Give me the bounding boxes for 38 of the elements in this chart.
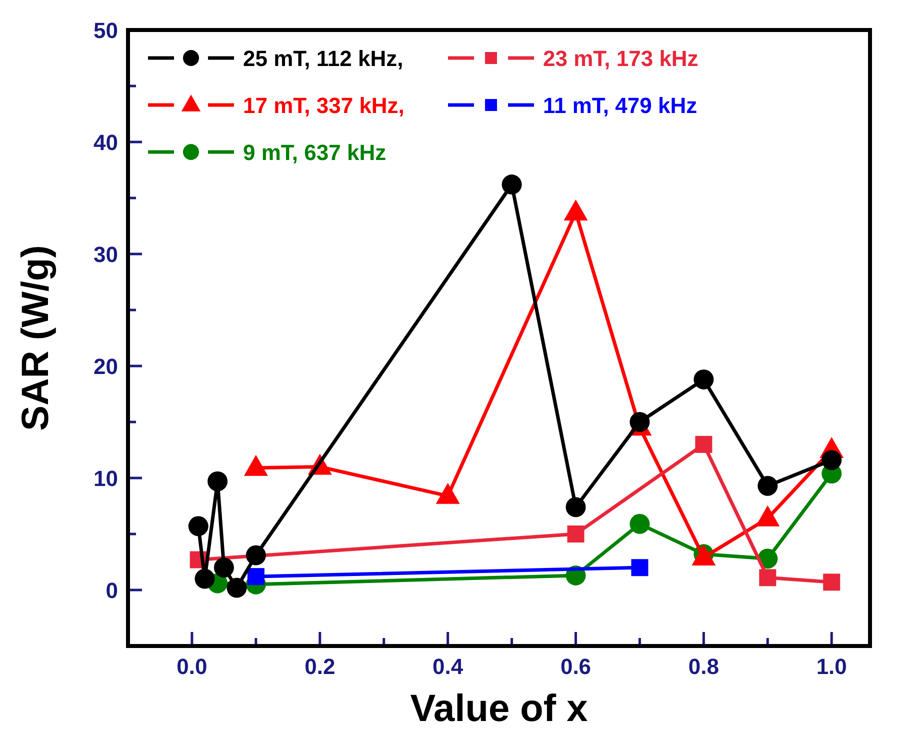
x-tick-label: 1.0 [816,654,847,679]
point [214,558,234,578]
legend-label: 25 mT, 112 kHz, [243,46,404,71]
x-axis-title: Value of x [410,688,588,730]
legend-label: 9 mT, 637 kHz [243,140,386,165]
y-tick-label: 20 [94,354,118,379]
point [758,476,778,496]
point [567,526,584,542]
y-tick-label: 40 [94,130,118,155]
point [208,471,228,492]
point [502,174,522,195]
y-tick-label: 30 [94,242,118,267]
point [823,574,840,591]
x-tick-label: 0.4 [432,654,464,679]
point [226,578,247,598]
point [247,568,264,586]
legend-label: 11 mT, 479 kHz [543,93,698,118]
point [822,450,842,470]
point [246,545,266,566]
point [194,568,215,589]
point [188,516,208,536]
point [630,514,650,534]
x-tick-label: 0.6 [560,654,592,679]
x-tick-label: 0.2 [304,654,336,679]
y-axis-title: SAR (W/g) [15,245,57,431]
x-tick-label: 0.8 [688,654,719,679]
point [566,497,586,518]
x-tick-label: 0.0 [176,654,208,679]
point [630,412,650,432]
y-tick-label: 0 [106,578,118,603]
y-tick-label: 50 [94,18,118,43]
point [694,369,714,390]
legend-label: 23 mT, 173 kHz [543,46,698,71]
point [631,559,648,576]
y-tick-label: 10 [94,466,118,491]
point [695,436,712,453]
point [759,569,776,586]
legend-label: 17 mT, 337 kHz, [243,93,404,118]
